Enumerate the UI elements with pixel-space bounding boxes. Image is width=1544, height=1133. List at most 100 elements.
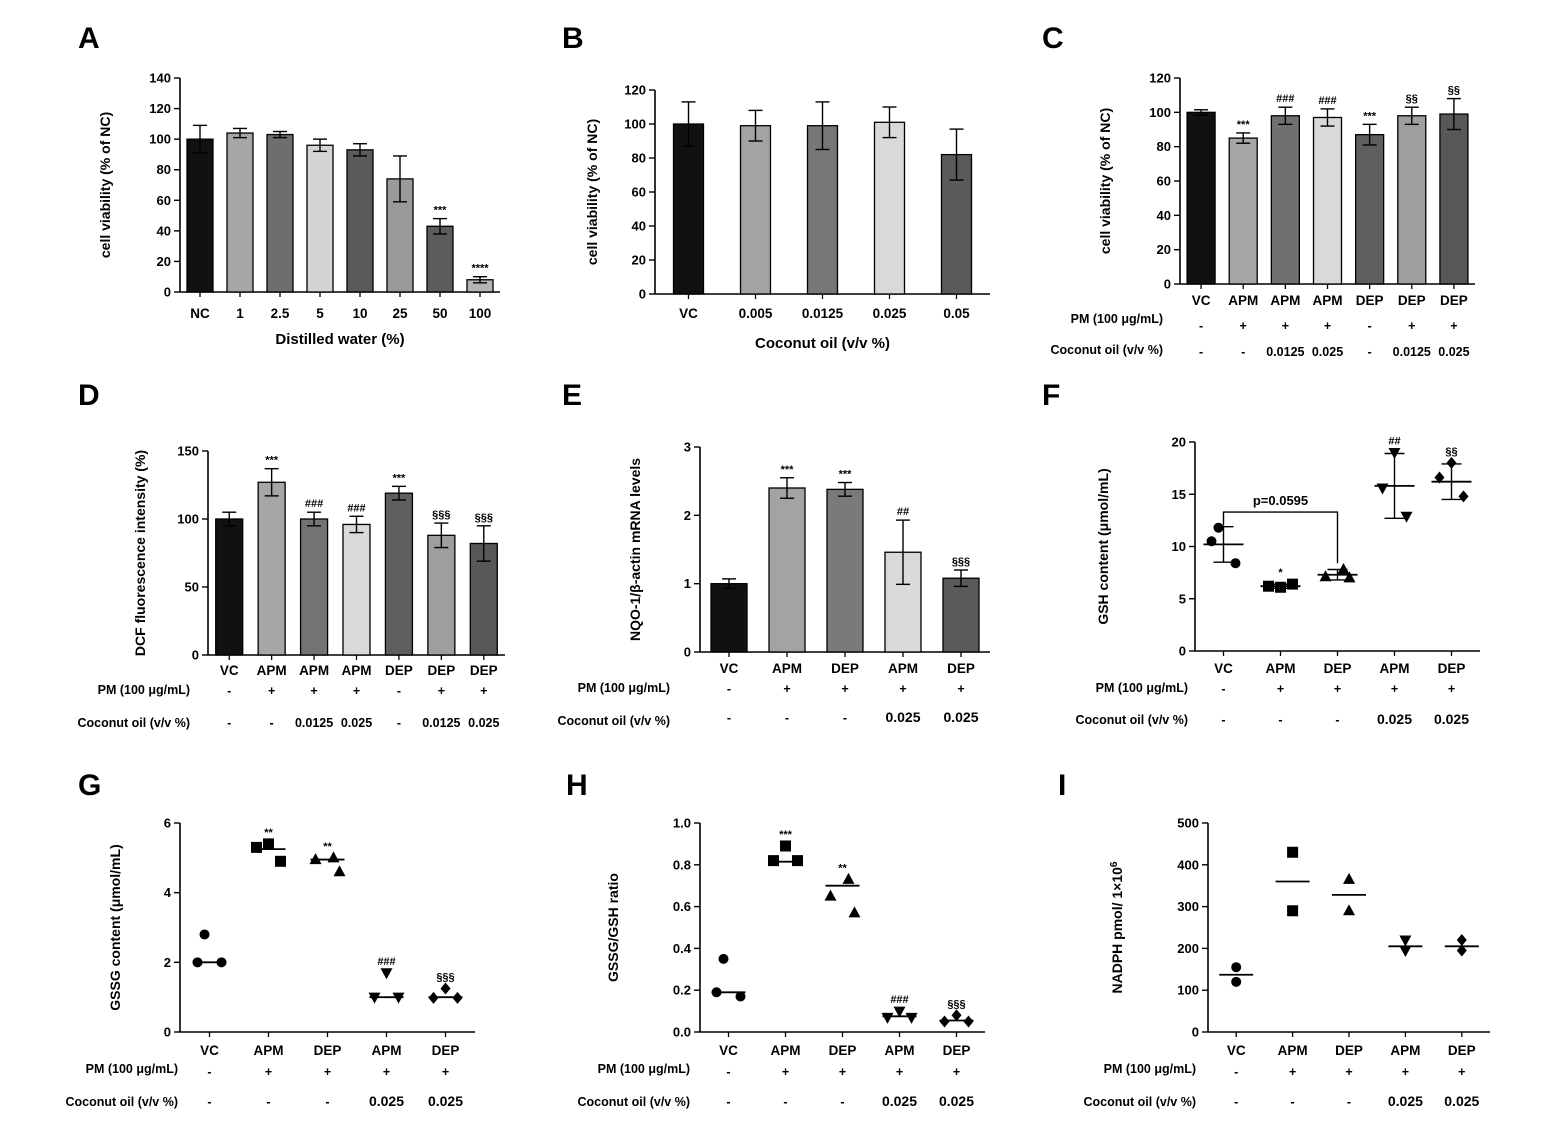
condition-value: - (1241, 345, 1245, 359)
condition-value: - (727, 711, 731, 725)
panel-g: G 0 2 4 6 GSSG content (μmol/mL) VC APM DEP APM DE… (66, 769, 475, 1109)
condition-value: + (782, 1065, 789, 1079)
x-tick-label: APM (888, 661, 918, 676)
x-tick-label: 0.05 (943, 306, 970, 321)
y-tick-label: 120 (1149, 71, 1171, 86)
x-tick-label: 10 (352, 306, 367, 321)
condition-value: + (1345, 1065, 1352, 1079)
condition-label: Coconut oil (v/v %) (1076, 713, 1189, 727)
y-tick-label: 120 (624, 83, 646, 98)
data-point (309, 853, 322, 865)
x-tick-label: DEP (1324, 661, 1352, 676)
condition-value: - (266, 1095, 270, 1109)
y-tick-label: 100 (177, 512, 199, 527)
data-point (893, 1006, 906, 1018)
condition-value: - (1221, 713, 1225, 727)
y-axis-label: DCF fluorescence intensity (%) (132, 450, 148, 656)
data-point (848, 906, 861, 918)
x-tick-label: 0.0125 (802, 306, 844, 321)
significance-label: §§ (1448, 85, 1460, 97)
condition-value: - (397, 716, 401, 730)
condition-label: PM (100 μg/mL) (98, 683, 190, 697)
condition-value: + (899, 682, 906, 696)
y-axis-label: GSSG content (μmol/mL) (107, 844, 123, 1010)
condition-value: - (1368, 345, 1372, 359)
condition-value: + (353, 684, 360, 698)
bar (768, 487, 806, 653)
significance-label: §§§ (436, 971, 454, 983)
condition-value: 0.025 (1377, 711, 1412, 727)
significance-label: *** (1237, 119, 1251, 131)
bar (384, 492, 414, 656)
x-tick-label: APM (1270, 293, 1300, 308)
bar (826, 488, 864, 653)
bar (266, 133, 294, 293)
data-point (1319, 570, 1332, 582)
data-point (939, 1015, 950, 1028)
x-tick-label: APM (1313, 293, 1343, 308)
x-tick-label: VC (720, 661, 739, 676)
significance-label: * (1278, 567, 1283, 579)
x-tick-label: APM (299, 663, 329, 678)
condition-label: PM (100 μg/mL) (1096, 681, 1188, 695)
y-tick-label: 20 (157, 254, 171, 269)
y-tick-label: 1 (684, 576, 691, 591)
condition-value: 0.025 (369, 1093, 404, 1109)
data-point (963, 1015, 974, 1028)
x-tick-label: VC (1192, 293, 1211, 308)
bar (1354, 133, 1385, 285)
x-tick-label: APM (772, 661, 802, 676)
data-point (768, 855, 779, 867)
condition-label: Coconut oil (v/v %) (1084, 1095, 1197, 1109)
significance-label: *** (393, 472, 407, 484)
bar (1270, 115, 1301, 285)
condition-label: Coconut oil (v/v %) (66, 1095, 179, 1109)
condition-value: 0.025 (1444, 1093, 1479, 1109)
y-axis-label: GSSG/GSH ratio (605, 873, 621, 982)
y-tick-label: 100 (1149, 105, 1171, 120)
panel-label: D (78, 379, 100, 412)
x-tick-label: VC (719, 1043, 738, 1058)
condition-value: - (207, 1095, 211, 1109)
condition-value: + (1324, 319, 1331, 333)
x-tick-label: 2.5 (271, 306, 290, 321)
y-axis-label: cell viability (% of NC) (1097, 108, 1113, 254)
significance-label: ## (897, 506, 909, 518)
data-point (842, 872, 855, 884)
x-tick-label: APM (254, 1043, 284, 1058)
y-tick-label: 80 (632, 151, 646, 166)
condition-value: - (1234, 1095, 1238, 1109)
data-point (1343, 872, 1355, 884)
y-axis-label-superscript: 6 (1109, 861, 1120, 867)
bar (469, 542, 498, 656)
significance-label: *** (779, 829, 793, 841)
condition-value: - (1278, 713, 1282, 727)
condition-value: - (843, 711, 847, 725)
data-point (824, 889, 837, 901)
x-tick-label: APM (771, 1043, 801, 1058)
condition-value: - (227, 684, 231, 698)
condition-value: - (207, 1065, 211, 1079)
y-tick-label: 150 (177, 444, 199, 459)
data-point (1456, 944, 1467, 957)
x-tick-label: DEP (947, 661, 975, 676)
condition-value: + (957, 682, 964, 696)
data-point (1400, 511, 1413, 523)
condition-value: - (1368, 319, 1372, 333)
condition-value: + (442, 1065, 449, 1079)
y-tick-label: 0.6 (673, 899, 691, 914)
condition-value: + (1277, 682, 1284, 696)
data-point (1458, 490, 1469, 503)
y-axis-label: cell viability (% of NC) (97, 112, 113, 258)
condition-value: - (783, 1095, 787, 1109)
y-tick-label: 0 (192, 648, 199, 663)
x-tick-label: APM (257, 663, 287, 678)
y-tick-label: 40 (157, 223, 171, 238)
condition-label: Coconut oil (v/v %) (1051, 343, 1164, 357)
panel-h: H 0.0 0.2 0.4 0.6 0.8 1.0 GSSG/GSH ratio VC APM DE… (566, 769, 985, 1109)
significance-label: *** (839, 469, 853, 481)
condition-value: 0.025 (885, 709, 920, 725)
x-tick-label: DEP (943, 1043, 971, 1058)
y-tick-label: 0 (1179, 644, 1186, 659)
y-tick-label: 1.0 (673, 816, 691, 831)
